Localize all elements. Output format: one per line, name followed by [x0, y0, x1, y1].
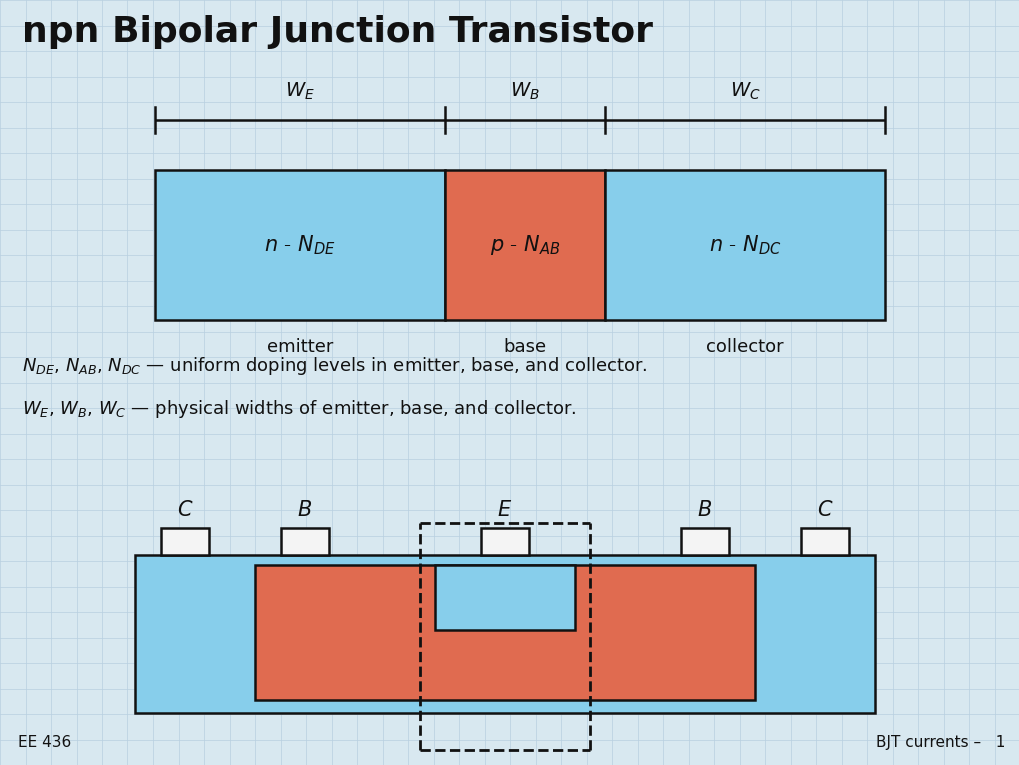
Bar [280, 528, 329, 555]
Bar [604, 170, 884, 320]
Bar [800, 528, 848, 555]
Bar [155, 170, 444, 320]
Bar [481, 528, 529, 555]
Text: npn Bipolar Junction Transistor: npn Bipolar Junction Transistor [22, 15, 652, 49]
Text: $C$: $C$ [176, 500, 193, 520]
Text: $n$ - $N_{DE}$: $n$ - $N_{DE}$ [264, 233, 335, 257]
Text: emitter: emitter [267, 338, 333, 356]
Bar [434, 565, 575, 630]
Bar [161, 528, 209, 555]
Text: $E$: $E$ [497, 500, 513, 520]
Bar [444, 170, 604, 320]
Text: base: base [503, 338, 546, 356]
Text: collector: collector [705, 338, 783, 356]
Text: $W_E$: $W_E$ [284, 80, 315, 102]
Bar [681, 528, 729, 555]
Bar [255, 565, 754, 700]
Text: $p$ - $N_{AB}$: $p$ - $N_{AB}$ [489, 233, 559, 257]
Text: $B$: $B$ [697, 500, 712, 520]
Text: EE 436: EE 436 [18, 735, 71, 750]
Bar [135, 555, 874, 713]
Text: $W_B$: $W_B$ [510, 80, 539, 102]
Text: $n$ - $N_{DC}$: $n$ - $N_{DC}$ [708, 233, 781, 257]
Text: $N_{DE}$, $N_{AB}$, $N_{DC}$ — uniform doping levels in emitter, base, and colle: $N_{DE}$, $N_{AB}$, $N_{DC}$ — uniform d… [22, 355, 647, 377]
Text: $W_C$: $W_C$ [729, 80, 759, 102]
Text: BJT currents –   1: BJT currents – 1 [874, 735, 1004, 750]
Text: $W_E$, $W_B$, $W_C$ — physical widths of emitter, base, and collector.: $W_E$, $W_B$, $W_C$ — physical widths of… [22, 398, 576, 420]
Text: $B$: $B$ [298, 500, 312, 520]
Text: $C$: $C$ [816, 500, 833, 520]
